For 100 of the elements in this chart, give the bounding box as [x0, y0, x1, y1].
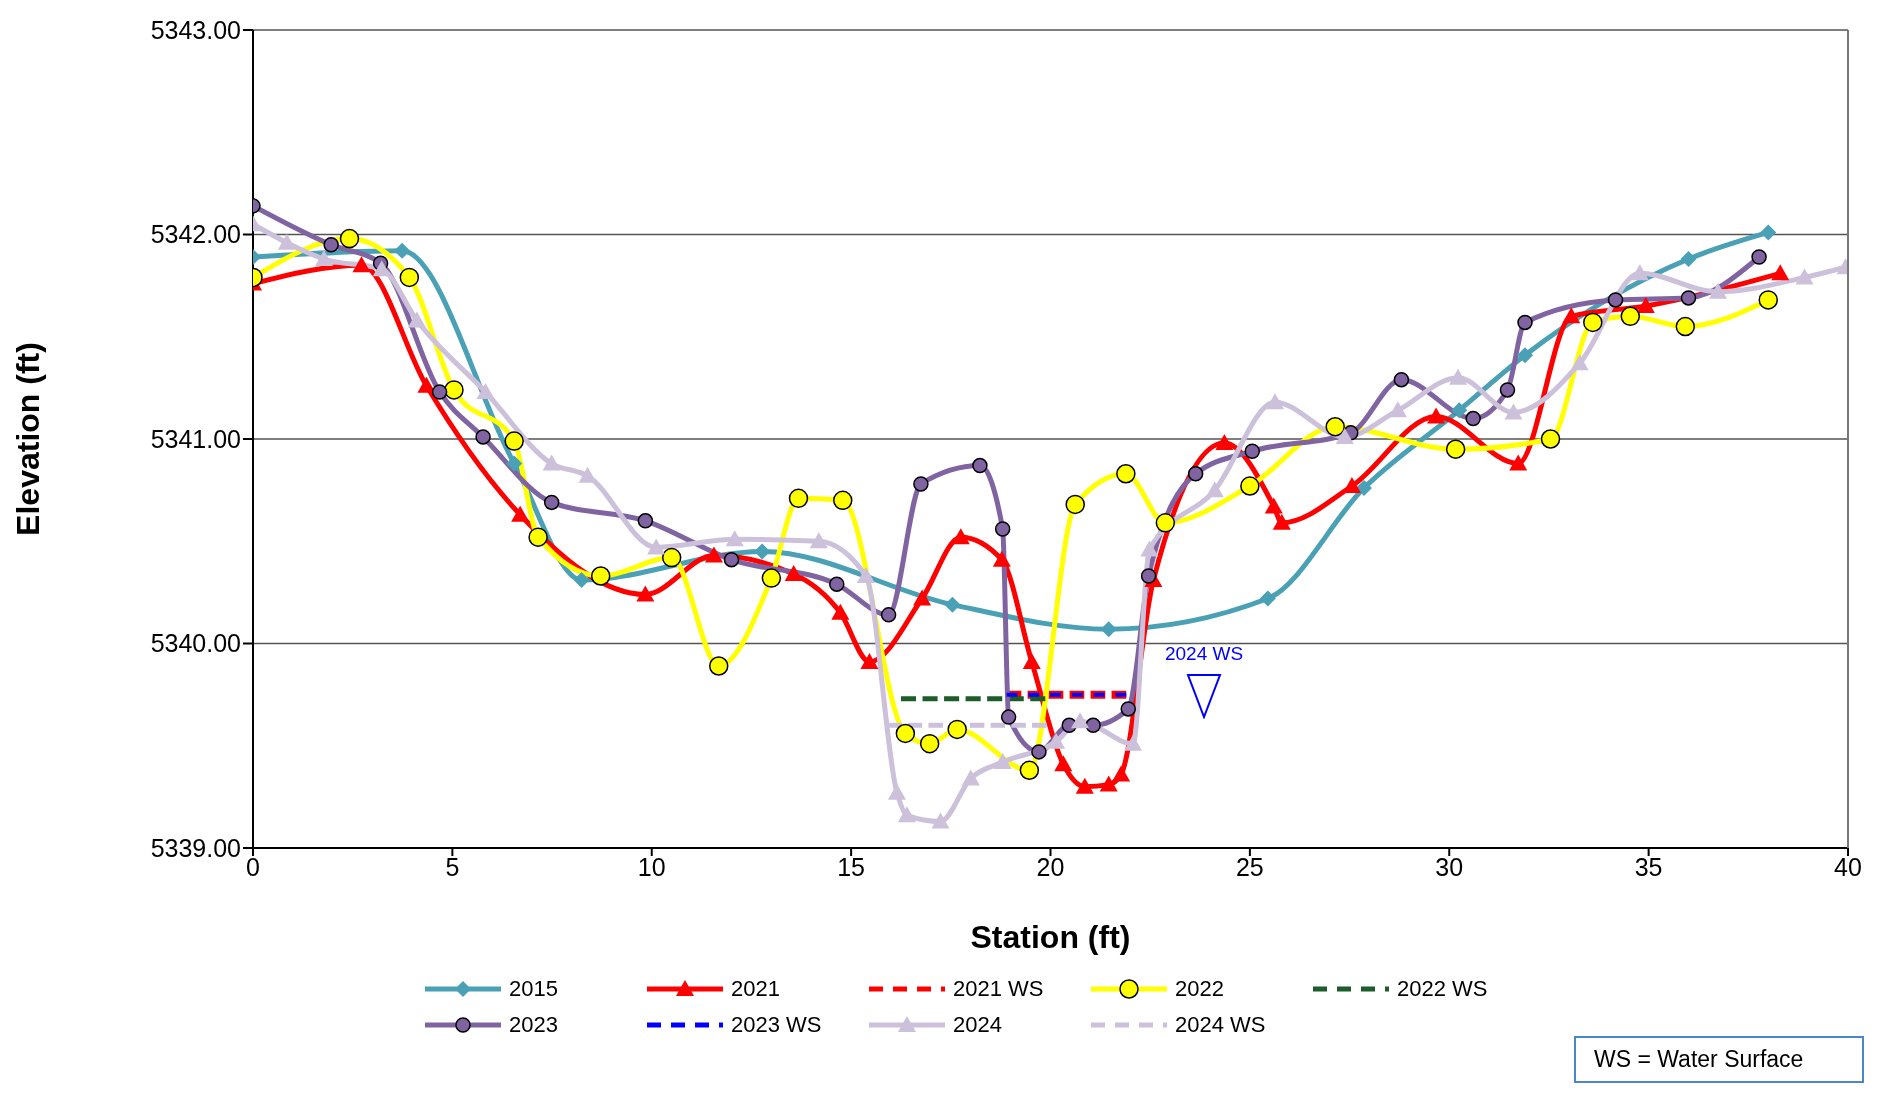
point	[725, 530, 744, 547]
point	[880, 607, 897, 623]
point	[647, 538, 666, 555]
point	[931, 812, 950, 829]
point	[352, 256, 371, 273]
point	[1504, 403, 1523, 420]
point	[1636, 297, 1655, 314]
point	[887, 783, 906, 800]
point	[1540, 429, 1561, 449]
point	[1388, 401, 1407, 418]
point	[506, 455, 523, 472]
point	[897, 806, 916, 823]
point	[833, 490, 853, 511]
point	[314, 250, 333, 267]
x-tick-label: 30	[1435, 852, 1464, 881]
point	[1335, 427, 1354, 444]
point	[1509, 454, 1528, 471]
y-tick-label: 5339.00	[150, 833, 241, 862]
point	[339, 228, 360, 249]
point	[1393, 371, 1410, 388]
point	[1751, 249, 1767, 265]
point	[1100, 621, 1117, 638]
point	[1680, 290, 1697, 306]
point	[1272, 513, 1291, 530]
point	[431, 384, 448, 400]
point	[1795, 268, 1814, 285]
point	[895, 723, 916, 744]
point	[704, 546, 723, 563]
point	[1758, 290, 1778, 310]
point	[1499, 382, 1516, 398]
point	[636, 585, 655, 602]
point	[860, 652, 879, 669]
point	[1244, 443, 1261, 460]
point	[994, 521, 1011, 537]
point	[1451, 402, 1468, 419]
x-tick-label: 5	[445, 852, 460, 881]
point	[831, 603, 850, 620]
x-tick-label: 15	[837, 852, 866, 881]
point	[1140, 568, 1157, 584]
point	[1075, 777, 1094, 794]
point	[1607, 292, 1624, 308]
point	[1517, 347, 1534, 364]
point	[1630, 264, 1649, 281]
point	[1155, 513, 1176, 533]
point	[1760, 224, 1777, 241]
point	[1099, 775, 1118, 792]
point	[504, 431, 524, 451]
annotation: 2024 WS	[1163, 642, 1245, 665]
point	[1266, 393, 1284, 410]
point	[1264, 497, 1283, 514]
point	[1054, 755, 1073, 772]
point	[784, 564, 803, 581]
point	[1259, 590, 1276, 607]
point	[1325, 416, 1345, 437]
legend-label: 2015	[509, 976, 558, 1002]
point	[1240, 476, 1260, 496]
point	[993, 753, 1012, 770]
point	[1019, 760, 1040, 781]
point	[661, 547, 682, 568]
point	[1022, 652, 1041, 669]
point	[1047, 732, 1066, 749]
point	[394, 242, 411, 259]
point	[1000, 709, 1017, 725]
point	[856, 567, 875, 584]
point	[754, 543, 771, 560]
legend-label: 2024 WS	[1175, 1012, 1266, 1038]
point	[1187, 466, 1204, 482]
point	[528, 527, 548, 547]
point	[476, 382, 495, 399]
legend-label: 2021	[731, 976, 780, 1002]
y-tick-label: 5341.00	[150, 424, 241, 453]
point	[788, 488, 809, 509]
x-tick-label: 35	[1634, 852, 1663, 881]
legend-label: 2023 WS	[731, 1012, 822, 1038]
x-tick-label: 20	[1036, 852, 1065, 881]
point	[809, 532, 828, 549]
x-tick-label: 40	[1834, 852, 1862, 881]
point	[542, 454, 561, 471]
point	[1709, 282, 1728, 299]
legend-label: 2024	[953, 1012, 1002, 1038]
point	[992, 550, 1011, 567]
y-axis-title: Elevation (ft)	[10, 342, 47, 536]
point	[1085, 717, 1101, 734]
point	[1445, 439, 1466, 459]
point	[1031, 744, 1047, 760]
point	[913, 589, 932, 606]
point	[1583, 312, 1603, 333]
point	[944, 596, 961, 613]
legend-label: 2021 WS	[953, 976, 1044, 1002]
point	[708, 656, 729, 676]
point	[1465, 410, 1481, 427]
point	[399, 267, 420, 288]
point	[573, 572, 590, 589]
point	[1112, 765, 1131, 782]
y-tick-label: 5342.00	[150, 220, 241, 249]
point	[323, 236, 339, 253]
x-axis-title: Station (ft)	[970, 919, 1131, 955]
x-tick-label: 10	[637, 852, 666, 881]
y-tick-label: 5343.00	[150, 15, 241, 44]
point	[543, 494, 560, 511]
